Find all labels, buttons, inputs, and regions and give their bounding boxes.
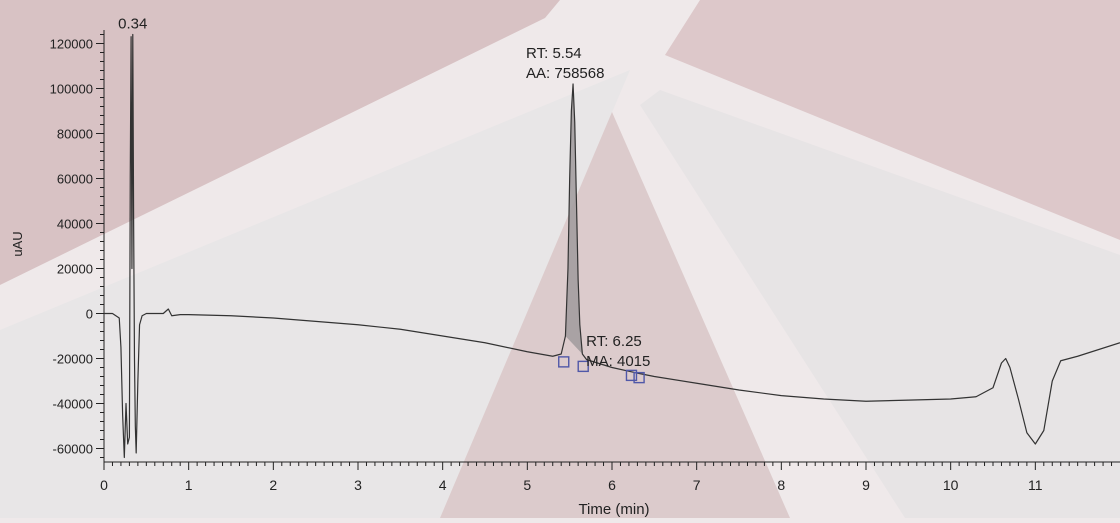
- y-tick-label: 60000: [57, 172, 93, 187]
- peak-markers: [558, 356, 645, 384]
- peak-marker: [577, 360, 589, 373]
- y-tick-label: 40000: [57, 217, 93, 232]
- y-tick-label: -40000: [53, 397, 93, 412]
- x-tick-label: 6: [608, 477, 616, 493]
- y-tick-label: 0: [86, 307, 93, 322]
- y-tick-label: 100000: [50, 82, 93, 97]
- y-tick-label: -20000: [53, 352, 93, 367]
- peak-annotation-label: AA: 758568: [526, 65, 604, 82]
- axes: -60000 -40000 -20000 0 20000 40000 60000 80000 1…: [50, 30, 1120, 493]
- peak-annotation-label: RT: 5.54: [526, 45, 582, 62]
- x-tick-label: 9: [862, 477, 870, 493]
- peak-annotation-label: 0.34: [118, 16, 147, 33]
- x-tick-label: 11: [1028, 477, 1043, 493]
- x-tick-label: 3: [354, 477, 362, 493]
- y-tick-label: -60000: [53, 442, 93, 457]
- x-tick-label: 4: [439, 477, 447, 493]
- peak-annotations: 0.34 RT: 5.54 AA: 758568 RT: 6.25 MA: 4015: [118, 16, 650, 371]
- y-axis-label: uAU: [10, 231, 25, 256]
- peak-marker: [633, 371, 645, 384]
- y-tick-label: 120000: [50, 37, 93, 52]
- peak-marker: [558, 356, 570, 368]
- x-tick-label: 10: [943, 477, 959, 493]
- x-tick-label: 5: [523, 477, 531, 493]
- peak-annotation-label: MA: 4015: [586, 353, 650, 370]
- x-tick-label: 1: [185, 477, 193, 493]
- peak-annotation-label: RT: 6.25: [586, 333, 642, 350]
- peak-marker: [625, 369, 638, 382]
- signal-line: [104, 33, 1120, 459]
- x-tick-label: 0: [100, 477, 108, 493]
- signal-trace: [104, 33, 1120, 459]
- y-tick-label: 80000: [57, 127, 93, 142]
- x-tick-label: 8: [777, 477, 785, 493]
- x-tick-label: 2: [269, 477, 277, 493]
- y-tick-label: 20000: [57, 262, 93, 277]
- x-axis-label: Time (min): [578, 501, 649, 518]
- x-tick-label: 7: [693, 477, 701, 493]
